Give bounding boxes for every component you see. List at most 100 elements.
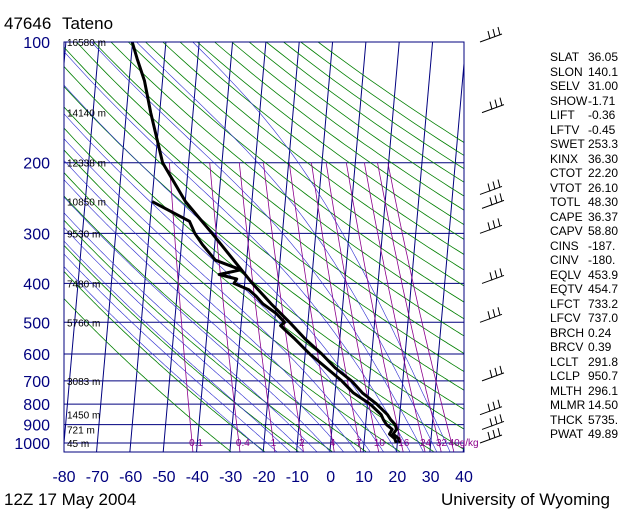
param-key: PWAT — [550, 427, 584, 441]
param-key: THCK — [550, 412, 583, 427]
mixing-ratio-label: 1 — [271, 438, 277, 449]
wind-barb-flag — [487, 222, 491, 231]
wind-barb-flag — [489, 197, 493, 206]
param-value: 454.7 — [588, 282, 619, 296]
wind-barb-staff — [479, 33, 503, 43]
param-value: 31.00 — [588, 79, 619, 93]
param-value: 36.30 — [588, 151, 619, 166]
wind-barb — [479, 179, 503, 195]
param-value: 26.10 — [588, 180, 619, 195]
wind-barb — [481, 97, 505, 114]
x-tick-label: 0 — [326, 469, 335, 486]
param-value: 291.8 — [588, 354, 619, 369]
dry-adiabat-line — [162, 42, 464, 271]
isotherm-line — [96, 42, 134, 452]
wind-barb-flag — [499, 193, 503, 202]
param-row: CAPE 36.37 — [550, 210, 640, 225]
dry-adiabat-line — [64, 85, 464, 410]
param-row: CINV -180. — [550, 253, 640, 268]
param-row: SWET 253.3 — [550, 137, 640, 152]
param-key: CINS — [550, 238, 579, 253]
x-tick-label: 40 — [455, 469, 473, 486]
x-tick-label: -80 — [52, 469, 75, 486]
pressure-tick-label: 1000 — [14, 436, 50, 453]
x-tick-label: 30 — [422, 469, 440, 486]
param-value: 22.20 — [588, 166, 619, 180]
x-tick-label: 20 — [388, 469, 406, 486]
mixing-ratio-line — [345, 162, 404, 452]
param-key: BRCV — [550, 340, 584, 354]
param-row: CAPV 58.80 — [550, 224, 640, 239]
moist-adiabat-line — [91, 42, 424, 452]
height-label: 9530 m — [67, 229, 100, 240]
wind-barb-flag — [494, 99, 498, 108]
moist-adiabat-line — [64, 138, 371, 452]
dry-adiabat-line — [64, 149, 434, 452]
isotherm-line — [229, 42, 267, 452]
param-key: VTOT — [550, 180, 582, 195]
wind-barb-flag — [492, 220, 496, 229]
height-label: 10850 m — [67, 198, 106, 209]
param-value: 36.05 — [588, 50, 619, 64]
pressure-tick-label: 900 — [23, 418, 50, 435]
param-value: -187. — [588, 238, 616, 253]
mixing-ratio-label: 10 — [374, 438, 386, 449]
wind-barb-flag — [497, 427, 501, 437]
param-key: LIFT — [550, 108, 575, 122]
wind-barb-flag — [494, 367, 498, 377]
height-label: 14140 m — [67, 109, 106, 120]
param-row: THCK 5735. — [550, 413, 640, 428]
x-tick-label: -10 — [286, 469, 309, 486]
wind-barb-flag — [487, 30, 491, 40]
dry-adiabat-line — [64, 172, 400, 452]
height-label: 7480 m — [67, 279, 100, 290]
param-value: 0.24 — [588, 325, 612, 340]
isotherm-line — [262, 42, 300, 452]
wind-barb — [481, 268, 505, 284]
wind-barb-staff — [479, 434, 503, 444]
wind-barb-flag — [487, 183, 491, 192]
mixing-ratio-line — [325, 162, 379, 452]
dry-adiabat-line — [64, 195, 367, 452]
param-value: 48.30 — [588, 195, 619, 209]
param-key: KINX — [550, 151, 579, 166]
mixing-ratio-line — [377, 162, 442, 452]
isotherm-line — [64, 42, 100, 449]
pressure-tick-label: 100 — [23, 35, 50, 52]
param-value: -1.71 — [588, 93, 616, 108]
dry-adiabat-line — [64, 219, 333, 452]
param-row: EQLV 453.9 — [550, 268, 640, 283]
dry-adiabat-line — [197, 42, 464, 240]
wind-barb-staff — [479, 185, 503, 195]
dry-adiabat-line — [128, 42, 464, 303]
wind-barb-flag — [497, 179, 501, 188]
wind-barb-flag — [494, 270, 498, 279]
x-tick-label: -50 — [152, 469, 175, 486]
mixing-ratio-label: 32 — [436, 438, 448, 449]
param-key: CTOT — [550, 166, 583, 180]
mixing-ratio-line — [364, 162, 426, 452]
param-key: SLAT — [550, 50, 580, 64]
param-value: 49.89 — [588, 427, 619, 441]
moist-adiabat-line — [64, 196, 331, 452]
moist-adiabat-line — [64, 84, 397, 452]
wind-barb-flag — [492, 401, 496, 410]
wind-barb-flag — [497, 307, 501, 316]
wind-barb-flag — [489, 369, 493, 379]
wind-barb-flag — [489, 272, 493, 281]
param-key: CINV — [550, 253, 579, 267]
observation-time: 12Z 17 May 2004 — [4, 490, 137, 509]
mixing-ratio-label: 16 — [398, 438, 410, 449]
param-row: SELV 31.00 — [550, 79, 640, 94]
param-row: TOTL 48.30 — [550, 195, 640, 210]
param-key: EQTV — [550, 282, 583, 296]
isotherm-line — [429, 57, 464, 452]
param-value: 453.9 — [588, 267, 619, 282]
wind-barb-staff — [481, 104, 505, 114]
wind-barb-flag — [487, 431, 491, 441]
param-row: EQTV 454.7 — [550, 282, 640, 297]
param-key: MLMR — [550, 398, 586, 412]
param-row: LCLT 291.8 — [550, 355, 640, 370]
wind-barb-flag — [494, 416, 498, 425]
